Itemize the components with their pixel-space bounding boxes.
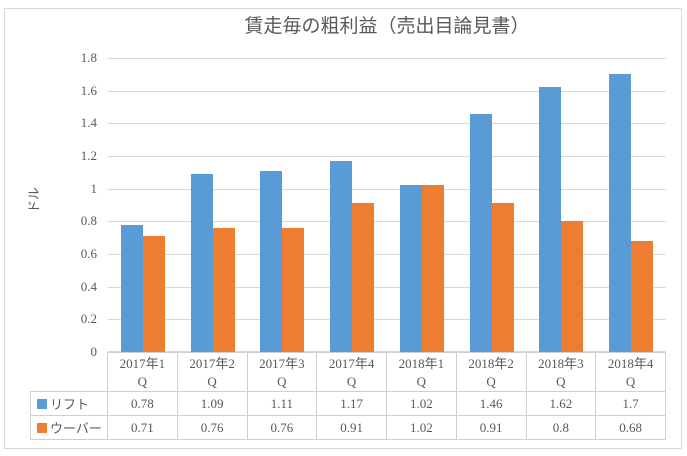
y-tick-label: 0 <box>90 344 98 359</box>
bar-uber <box>491 203 514 352</box>
plot-area <box>108 58 666 352</box>
table-category-header: 2018年2 Q <box>456 352 527 392</box>
table-value-cell-uber: 0.91 <box>317 416 387 440</box>
gridline <box>108 221 666 223</box>
bar-uber <box>282 227 305 352</box>
table-value-cell-lyft: 1.7 <box>596 392 666 416</box>
gridline <box>108 319 666 321</box>
table-category-header: 2017年4 Q <box>317 352 387 392</box>
table-value-cell-lyft: 0.78 <box>108 392 178 416</box>
table-value-cell-lyft: 1.11 <box>247 392 318 416</box>
y-tick-label: 0.2 <box>80 311 97 327</box>
y-tick-label: 0.6 <box>80 246 97 261</box>
y-tick-label: 0.8 <box>80 213 97 229</box>
y-tick-label: 1 <box>90 180 98 196</box>
bar-lyft <box>469 113 492 352</box>
bar-uber <box>631 240 654 352</box>
bar-lyft <box>399 185 422 352</box>
table-category-header: 2018年3 Q <box>526 352 597 392</box>
table-value-cell-uber: 1.02 <box>387 416 457 440</box>
table-value-cell-lyft: 1.09 <box>177 392 248 416</box>
bar-lyft <box>260 170 283 352</box>
gridline <box>108 351 666 352</box>
gridline <box>108 286 666 288</box>
table-corner-cell <box>30 352 108 392</box>
bar-uber <box>561 221 584 352</box>
y-tick-label: 1.6 <box>80 82 97 98</box>
data-table: 2017年1 Q 2017年2 Q 2017年3 Q 2017年4 Q 2018年1 Q… <box>30 352 667 440</box>
legend-item-lyft: リフト <box>30 392 108 416</box>
table-category-header: 2017年3 Q <box>247 352 318 392</box>
table-category-header: 2018年4 Q <box>596 352 666 392</box>
bar-uber <box>212 227 235 352</box>
bar-lyft <box>120 224 143 352</box>
gridline <box>108 156 666 157</box>
table-value-cell-uber: 0.76 <box>247 416 318 440</box>
table-category-header: 2017年1 Q <box>108 352 178 392</box>
legend-swatch-uber <box>37 422 47 433</box>
bar-lyft <box>539 87 562 352</box>
legend-item-uber: ウーバー <box>30 416 108 440</box>
y-tick-label: 1.2 <box>80 148 97 163</box>
table-value-cell-uber: 0.76 <box>177 416 248 440</box>
gridline <box>108 90 666 92</box>
gridline <box>108 188 666 190</box>
bar-lyft <box>190 173 213 352</box>
y-tick-label: 1.4 <box>80 115 97 131</box>
y-tick-label: 0.4 <box>80 278 97 294</box>
table-value-cell-uber: 0.71 <box>108 416 178 440</box>
bar-uber <box>352 203 375 352</box>
table-value-cell-lyft: 1.46 <box>456 392 527 416</box>
table-value-cell-uber: 0.8 <box>526 416 597 440</box>
bar-uber <box>142 236 165 352</box>
gridline <box>108 123 666 125</box>
legend-label-uber: ウーバー <box>50 421 102 436</box>
table-value-cell-uber: 0.68 <box>596 416 666 440</box>
legend-swatch-lyft <box>37 398 47 409</box>
table-value-cell-lyft: 1.02 <box>387 392 457 416</box>
chart-title: 賃走毎の粗利益（売出目論見書） <box>244 16 530 37</box>
legend-label-lyft: リフト <box>50 397 90 412</box>
table-category-header: 2017年2 Q <box>177 352 248 392</box>
bar-lyft <box>609 74 632 352</box>
y-tick-label: 1.8 <box>80 50 97 65</box>
bar-lyft <box>330 160 353 352</box>
table-value-cell-lyft: 1.62 <box>526 392 597 416</box>
bar-uber <box>421 185 444 352</box>
table-value-cell-uber: 0.91 <box>456 416 527 440</box>
table-value-cell-lyft: 1.17 <box>317 392 387 416</box>
gridline <box>108 254 666 255</box>
table-category-header: 2018年1 Q <box>387 352 457 392</box>
gridline <box>108 58 666 59</box>
